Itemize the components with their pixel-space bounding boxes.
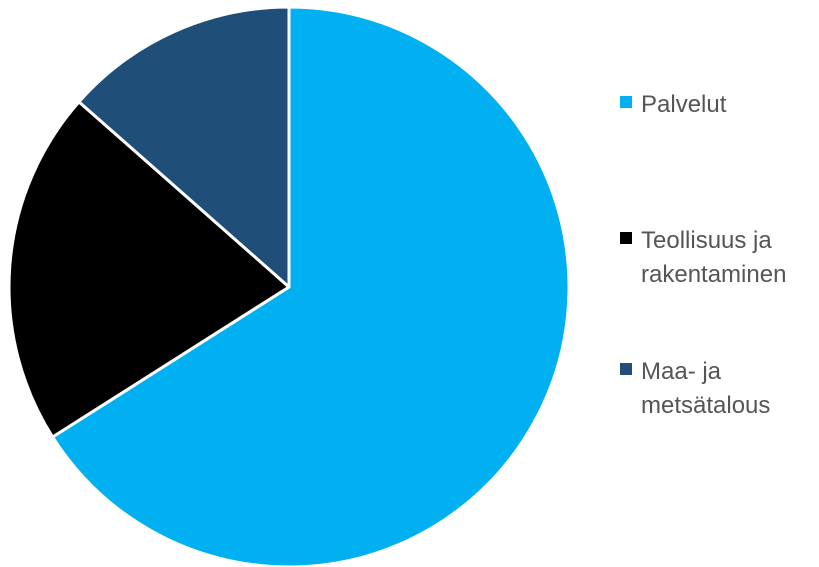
legend-label-maatalous: Maa- ja metsätalous [641, 358, 771, 419]
pie-slice-1 [7, 100, 291, 439]
legend-item-palvelut: Palvelut [620, 88, 819, 122]
legend-swatch-palvelut [620, 96, 632, 108]
legend-label-palvelut: Palvelut [641, 91, 727, 118]
legend-item-teollisuus: Teollisuus ja rakentaminen [620, 224, 819, 292]
pie-slice-0 [51, 5, 571, 567]
legend-item-maatalous: Maa- ja metsätalous [620, 355, 819, 423]
legend-label-teollisuus: Teollisuus ja rakentaminen [641, 227, 787, 288]
legend-swatch-maatalous [620, 363, 632, 375]
pie-slice-2 [77, 5, 291, 289]
legend-swatch-teollisuus [620, 232, 632, 244]
